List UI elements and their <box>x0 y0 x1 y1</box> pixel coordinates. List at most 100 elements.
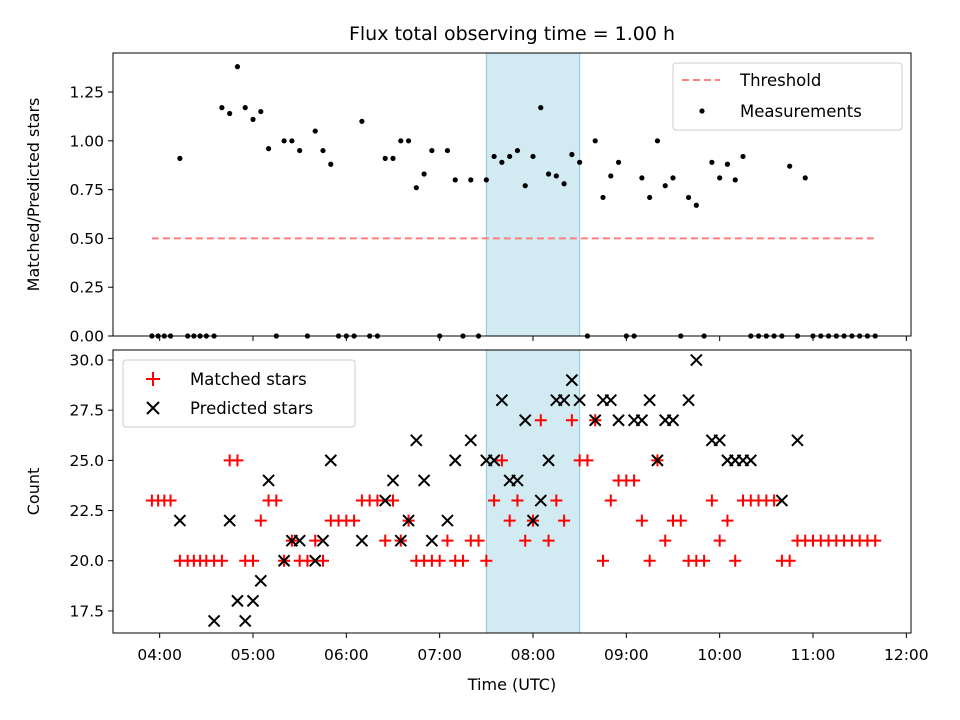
matched-star-point <box>597 554 609 567</box>
x-tick-label: 05:00 <box>231 646 276 664</box>
matched-star-point <box>441 534 454 547</box>
matched-star-point <box>519 534 532 547</box>
predicted-star-point <box>324 454 337 467</box>
matched-star-point <box>215 554 228 567</box>
measurement-point <box>227 110 233 117</box>
predicted-star-point <box>207 614 221 628</box>
measurement-point <box>265 146 272 152</box>
predicted-star-point <box>775 494 789 507</box>
legend-predicted-label: Predicted stars <box>190 399 313 418</box>
matched-star-point <box>705 494 718 507</box>
predicted-star-point <box>449 454 462 467</box>
predicted-star-point <box>379 494 392 507</box>
y-tick-label: 0.50 <box>69 230 104 248</box>
chart-title: Flux total observing time = 1.00 h <box>349 23 675 45</box>
matched-star-point <box>379 534 392 547</box>
measurement-point <box>242 105 248 111</box>
matched-star-point <box>495 454 508 467</box>
shaded-window-rect <box>485 349 581 634</box>
matched-star-point <box>503 514 516 527</box>
measurement-point <box>320 147 326 154</box>
measurement-point <box>647 194 653 201</box>
x-tick-label: 08:00 <box>511 646 556 664</box>
measurement-point <box>491 153 497 160</box>
shaded-window-rect <box>485 52 581 337</box>
bottom-y-axis-title: Count <box>24 468 43 516</box>
matched-star-point <box>550 494 563 507</box>
predicted-star-point <box>355 534 369 547</box>
measurement-point <box>468 177 474 183</box>
measurement-point <box>297 147 303 154</box>
y-tick-label: 0.75 <box>69 181 104 199</box>
observing-window-shade <box>485 52 581 337</box>
measurement-point <box>662 183 668 189</box>
predicted-star-point <box>573 393 586 407</box>
bottom-axes-frame <box>112 349 912 634</box>
measurement-point <box>421 171 427 177</box>
predicted-star-point <box>713 434 726 447</box>
matched-star-point <box>457 554 469 567</box>
predicted-star-point <box>682 393 695 407</box>
measurement-point <box>709 159 715 165</box>
predicted-star-point <box>643 393 656 407</box>
predicted-star-point <box>239 614 252 628</box>
predicted-star-point <box>557 393 571 407</box>
matched-star-point <box>534 414 547 427</box>
predicted-star-point <box>666 414 680 427</box>
predicted-star-point <box>309 554 322 567</box>
legend-measurements-swatch <box>699 108 705 114</box>
x-tick-label: 10:00 <box>697 646 742 664</box>
top-x-ticks <box>159 336 907 341</box>
predicted-star-point <box>231 594 244 608</box>
y-tick-label: 1.25 <box>69 84 104 102</box>
matched-star-point <box>433 554 446 567</box>
matched-star-point <box>783 554 796 567</box>
count-points <box>145 353 882 628</box>
legend-matched-swatch <box>146 372 160 386</box>
measurement-point <box>639 175 645 181</box>
bottom-legend: Matched stars Predicted stars <box>122 359 356 428</box>
predicted-star-point <box>612 414 625 427</box>
measurement-point <box>561 181 567 187</box>
measurement-point <box>685 194 692 201</box>
matched-star-point <box>348 514 361 527</box>
y-tick-label: 20.0 <box>69 552 104 570</box>
measurement-point <box>530 153 536 160</box>
predicted-star-point <box>511 474 524 487</box>
matched-star-point <box>565 414 578 427</box>
predicted-star-point <box>293 534 306 547</box>
predicted-star-point <box>316 534 330 547</box>
measurement-point <box>600 194 606 201</box>
matched-star-point <box>231 454 244 467</box>
predicted-star-point <box>487 454 501 467</box>
measurement-point <box>693 202 699 208</box>
measurement-point <box>732 177 738 183</box>
legend-matched-label: Matched stars <box>190 370 307 389</box>
measurement-point <box>615 159 622 165</box>
matched-star-point <box>659 534 672 547</box>
top-axes-frame <box>112 52 912 337</box>
predicted-star-point <box>417 474 431 487</box>
measurement-point <box>740 153 746 160</box>
matched-star-point <box>729 554 742 567</box>
measurement-point <box>553 173 559 179</box>
measurement-point <box>670 175 676 181</box>
matched-star-point <box>317 554 329 567</box>
bottom-legend-box <box>122 359 356 428</box>
measurement-point <box>289 138 295 144</box>
matched-star-point <box>511 494 524 507</box>
matched-star-point <box>581 454 594 467</box>
predicted-star-point <box>441 514 454 527</box>
measurement-point <box>177 155 183 161</box>
matched-star-point <box>480 554 493 567</box>
matched-star-point <box>698 554 711 567</box>
predicted-star-point <box>542 454 555 467</box>
measurement-point <box>545 171 552 177</box>
measurement-point <box>328 161 334 167</box>
top-y-ticks: 0.00 0.25 0.50 0.75 1.00 1.25 <box>69 84 113 346</box>
bottom-y-ticks: 17.5 20.0 22.5 25.0 27.5 30.0 <box>69 352 113 620</box>
count-panel: 17.5 20.0 22.5 25.0 27.5 30.0 04:00 05:00 06:00… <box>24 349 929 694</box>
predicted-star-point <box>519 414 532 427</box>
matched-star-point <box>472 534 485 547</box>
